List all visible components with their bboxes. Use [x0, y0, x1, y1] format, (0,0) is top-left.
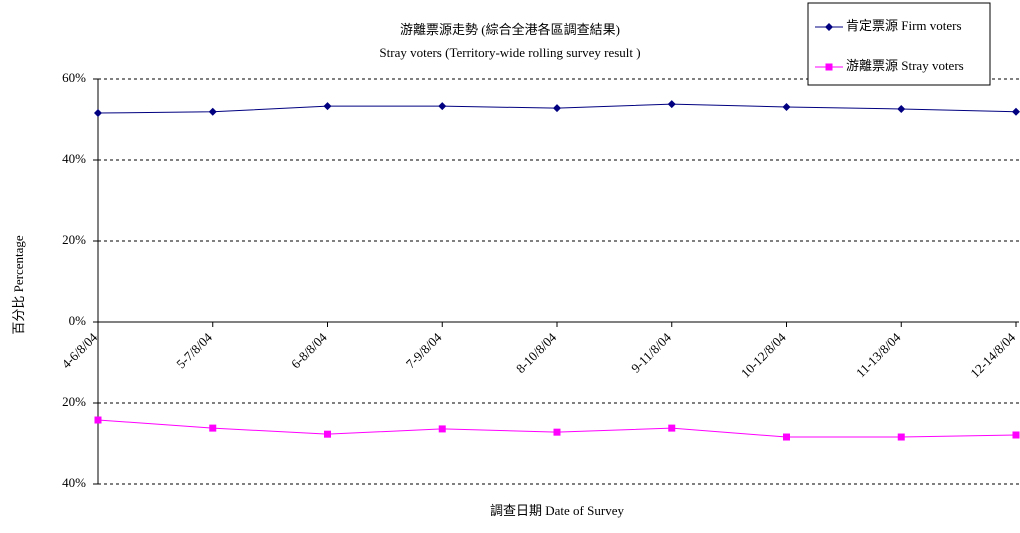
x-tick-label: 8-10/8/04 [513, 329, 560, 376]
data-point [783, 433, 790, 441]
x-tick-label: 5-7/8/04 [173, 329, 215, 371]
legend-label: 肯定票源 Firm voters [846, 18, 962, 33]
x-tick-label: 6-8/8/04 [288, 329, 330, 371]
data-point [438, 425, 446, 433]
y-tick-label: 20% [62, 232, 86, 247]
x-tick-label: 9-11/8/04 [628, 329, 674, 375]
legend-marker [825, 63, 833, 71]
x-tick-label: 11-13/8/04 [853, 329, 904, 380]
data-point [668, 424, 676, 432]
data-point [897, 433, 905, 441]
chart-title: 游離票源走勢 (綜合全港各區調查結果) [400, 22, 620, 37]
data-point [209, 424, 217, 432]
data-point [1012, 431, 1020, 439]
data-point [323, 102, 332, 111]
data-point [94, 109, 102, 118]
data-point [438, 102, 447, 111]
data-point [553, 104, 561, 113]
data-point [667, 100, 676, 109]
y-tick-label: 40% [62, 151, 86, 166]
data-point [94, 416, 102, 424]
y-tick-label: 40% [62, 475, 86, 490]
data-point [553, 428, 561, 436]
data-point [782, 102, 791, 111]
x-tick-label: 4-6/8/04 [58, 329, 100, 371]
data-point [324, 430, 331, 438]
data-point [208, 107, 217, 116]
legend: 肯定票源 Firm voters 游離票源 Stray voters [807, 2, 991, 86]
y-tick-label: 20% [62, 394, 86, 409]
legend-label: 游離票源 Stray voters [846, 58, 964, 73]
x-tick-label: 12-14/8/04 [967, 329, 1018, 380]
legend-box [807, 2, 991, 86]
x-tick-label: 10-12/8/04 [738, 329, 789, 380]
y-axis-title: 百分比 Percentage [11, 235, 26, 335]
y-tick-label: 60% [62, 70, 86, 85]
chart-subtitle: Stray voters (Territory-wide rolling sur… [379, 45, 640, 60]
x-tick-label: 7-9/8/04 [403, 329, 445, 371]
x-axis-title: 調查日期 Date of Survey [490, 503, 624, 518]
data-point [897, 104, 906, 113]
y-tick-label: 0% [69, 313, 87, 328]
legend-marker [825, 23, 833, 31]
data-point [1012, 107, 1020, 116]
